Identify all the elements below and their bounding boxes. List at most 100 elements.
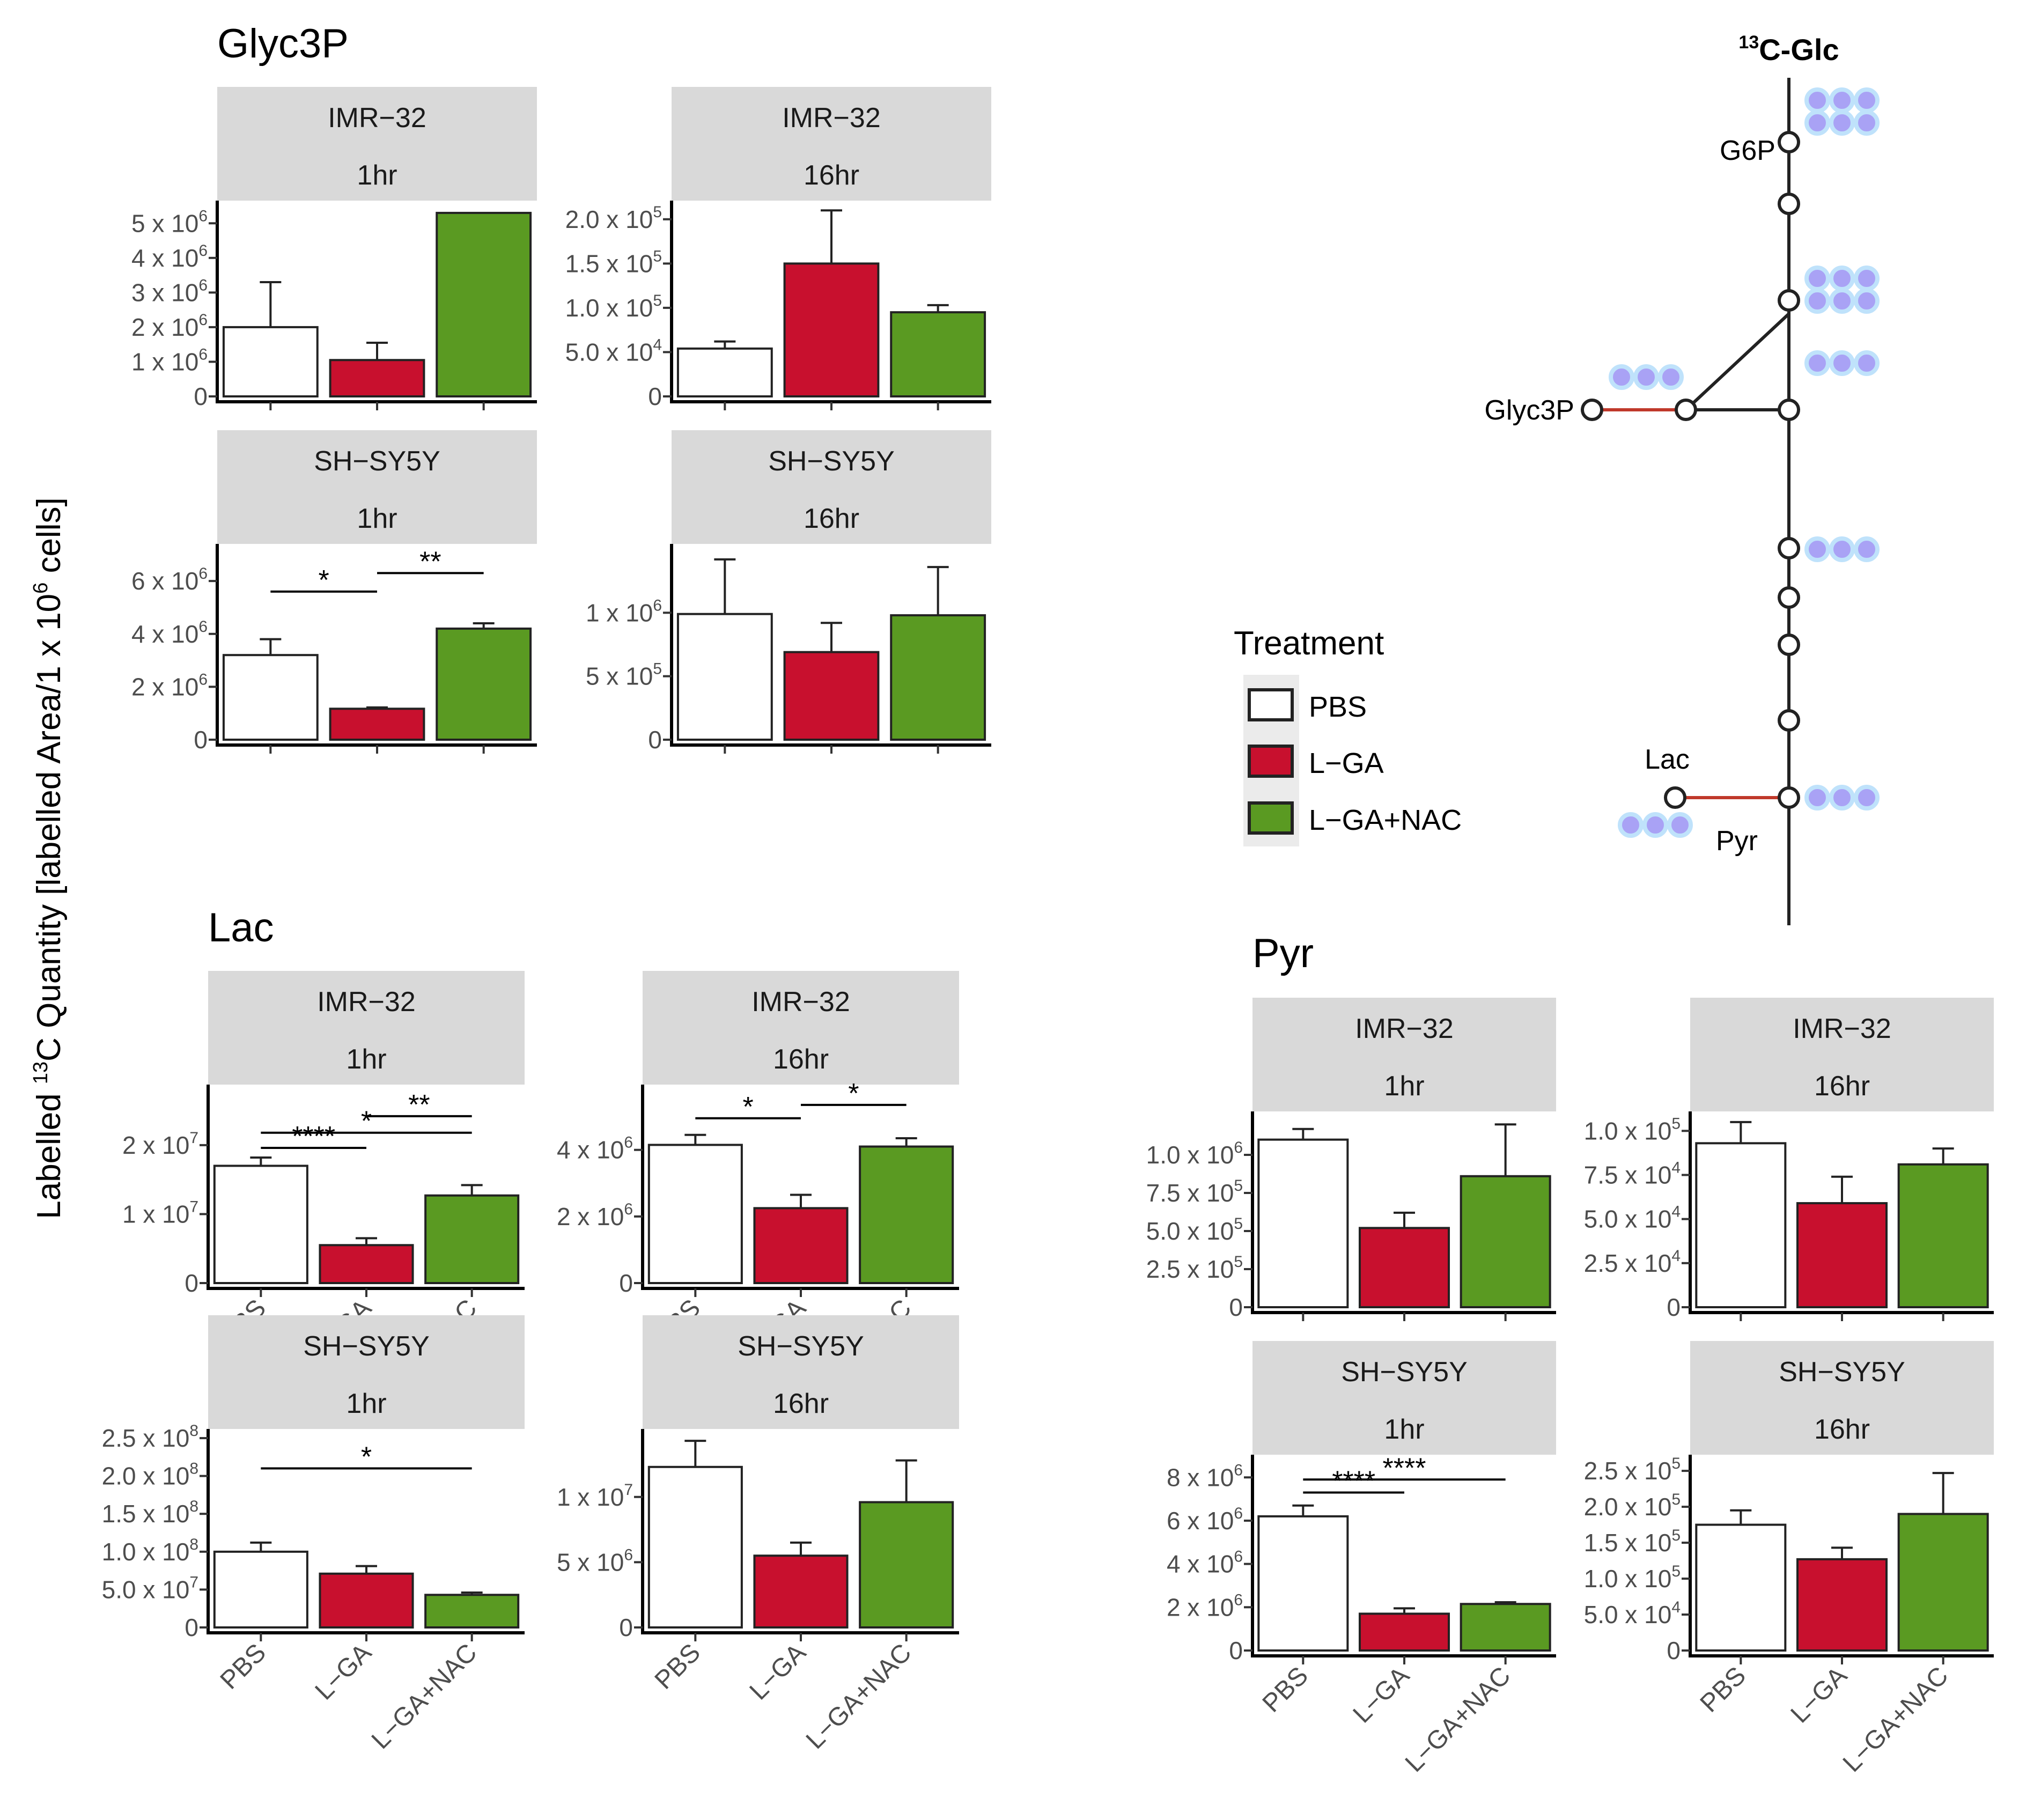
bar-l-ga <box>1796 1202 1888 1308</box>
y-tick-label: 2 x 106 <box>1167 1591 1243 1621</box>
y-axis-label: Labelled 13C Quantity [labelled Area/1 x… <box>30 497 68 1219</box>
strip-background <box>217 430 537 544</box>
bar-l-ga <box>1796 1558 1888 1652</box>
pathway-label-g6p: G6P <box>1720 135 1775 166</box>
y-tick-label: 2.0 x 108 <box>102 1460 198 1490</box>
legend-label-lga-nac: L−GA+NAC <box>1309 804 1462 836</box>
carbon-dot <box>1829 266 1855 291</box>
carbon-dot <box>1804 87 1830 113</box>
strip-time: 1hr <box>357 160 397 191</box>
strip-cell-line: IMR−32 <box>317 986 416 1018</box>
bar-l-ga-nac <box>859 1145 954 1285</box>
bar-l-ga-nac <box>890 311 986 397</box>
y-tick-label: 5 x 106 <box>557 1546 633 1576</box>
legend-label-lga: L−GA <box>1309 747 1384 779</box>
strip-cell-line: IMR−32 <box>1355 1013 1454 1044</box>
bar-l-ga-nac <box>424 1594 520 1629</box>
legend-swatch-lga <box>1248 745 1294 778</box>
y-tick-label: 1.0 x 108 <box>102 1536 198 1566</box>
bar-l-ga <box>329 708 425 741</box>
y-tick-label: 1.0 x 105 <box>565 292 662 322</box>
bar-l-ga-nac <box>890 614 986 741</box>
strip-background <box>1252 998 1556 1111</box>
strip-cell-line: SH−SY5Y <box>303 1331 430 1362</box>
bar-l-ga-nac <box>1897 1513 1989 1652</box>
carbon-dot <box>1609 364 1634 390</box>
x-tick-label: L−GA <box>745 1638 812 1705</box>
x-tick-label: L−GA+NAC <box>366 1638 483 1755</box>
y-tick-label: 0 <box>619 1613 633 1641</box>
strip-cell-line: SH−SY5Y <box>738 1331 864 1362</box>
carbon-dot <box>1618 812 1644 838</box>
pathway-diagram: 13C-Glc G6P Glyc3P Lac Pyr <box>1484 32 1880 925</box>
y-tick-label: 7.5 x 105 <box>1146 1177 1243 1207</box>
y-tick-label: 1.0 x 105 <box>1584 1115 1681 1145</box>
carbon-dot <box>1854 110 1880 136</box>
pathway-node <box>1778 289 1800 312</box>
y-tick-label: 2.5 x 104 <box>1584 1247 1681 1277</box>
strip-time: 16hr <box>804 503 859 534</box>
carbon-dot <box>1829 110 1855 136</box>
x-tick-label: L−GA <box>1786 1661 1853 1728</box>
carbon-dot <box>1829 785 1855 810</box>
bar-pbs <box>222 654 319 741</box>
y-tick-label: 2.0 x 105 <box>565 203 662 233</box>
strip-cell-line: IMR−32 <box>751 986 850 1018</box>
strip-time: 16hr <box>773 1388 829 1419</box>
strip-background <box>1690 1341 1994 1455</box>
bar-l-ga <box>753 1207 849 1284</box>
carbon-dot <box>1804 785 1830 810</box>
strip-background <box>208 1315 525 1429</box>
x-tick-label: L−GA+NAC <box>1838 1661 1954 1778</box>
carbon-dot <box>1658 364 1684 390</box>
carbon-dot <box>1829 288 1855 314</box>
significance-label: **** <box>1332 1466 1375 1497</box>
bar-l-ga <box>783 651 880 741</box>
panel-pyr-8: IMR−32 1hr 0 2.5 x 105 5.0 x 105 7.5 x 105 1.0… <box>1146 998 1556 1321</box>
y-tick-label: 0 <box>648 726 662 754</box>
y-tick-label: 5 x 105 <box>586 660 662 690</box>
significance-label: * <box>743 1092 754 1123</box>
significance-label: * <box>361 1442 372 1473</box>
pathway-node <box>1778 709 1800 732</box>
bar-pbs <box>1695 1142 1787 1309</box>
x-tick-label: L−GA+NAC <box>801 1638 917 1755</box>
y-tick-label: 2.5 x 108 <box>102 1422 198 1452</box>
y-tick-label: 0 <box>1667 1293 1681 1321</box>
strip-time: 1hr <box>1384 1071 1424 1102</box>
panel-pyr-10: SH−SY5Y 1hr 0 2 x 106 4 x 106 6 x 106 8 x 106 P… <box>1167 1341 1556 1778</box>
y-tick-label: 1 x 107 <box>557 1481 633 1511</box>
strip-background <box>1252 1341 1556 1455</box>
significance-label: **** <box>1383 1453 1426 1484</box>
bar-pbs <box>1257 1515 1349 1652</box>
carbon-dot <box>1804 266 1830 291</box>
significance-label: ** <box>419 546 441 577</box>
bar-l-ga <box>1358 1612 1450 1652</box>
bar-l-ga <box>783 262 880 398</box>
y-tick-label: 1 x 107 <box>122 1198 198 1228</box>
legend: Treatment PBS L−GA L−GA+NAC <box>1234 625 1462 846</box>
strip-cell-line: IMR−32 <box>1793 1013 1891 1044</box>
carbon-dot <box>1804 536 1830 562</box>
y-tick-label: 1.5 x 105 <box>1584 1527 1681 1557</box>
y-tick-label: 5.0 x 104 <box>1584 1598 1681 1629</box>
y-tick-label: 2.5 x 105 <box>1146 1253 1243 1283</box>
strip-time: 16hr <box>804 160 859 191</box>
y-tick-label: 7.5 x 104 <box>1584 1159 1681 1189</box>
carbon-dot <box>1642 812 1668 838</box>
carbon-dot <box>1829 87 1855 113</box>
strip-time: 16hr <box>773 1044 829 1075</box>
y-tick-label: 0 <box>619 1269 633 1297</box>
bar-pbs <box>1695 1523 1787 1652</box>
y-tick-label: 0 <box>1229 1293 1243 1321</box>
carbon-dot <box>1804 350 1830 376</box>
strip-time: 1hr <box>346 1044 386 1075</box>
pathway-source-label: 13C-Glc <box>1738 32 1839 67</box>
bar-pbs <box>1257 1138 1349 1309</box>
strip-background <box>217 87 537 201</box>
y-tick-label: 1 x 106 <box>586 596 662 627</box>
x-tick-label: PBS <box>650 1638 706 1694</box>
x-tick-label: PBS <box>215 1638 271 1694</box>
carbon-dot <box>1854 350 1880 376</box>
y-tick-label: 0 <box>194 382 208 410</box>
